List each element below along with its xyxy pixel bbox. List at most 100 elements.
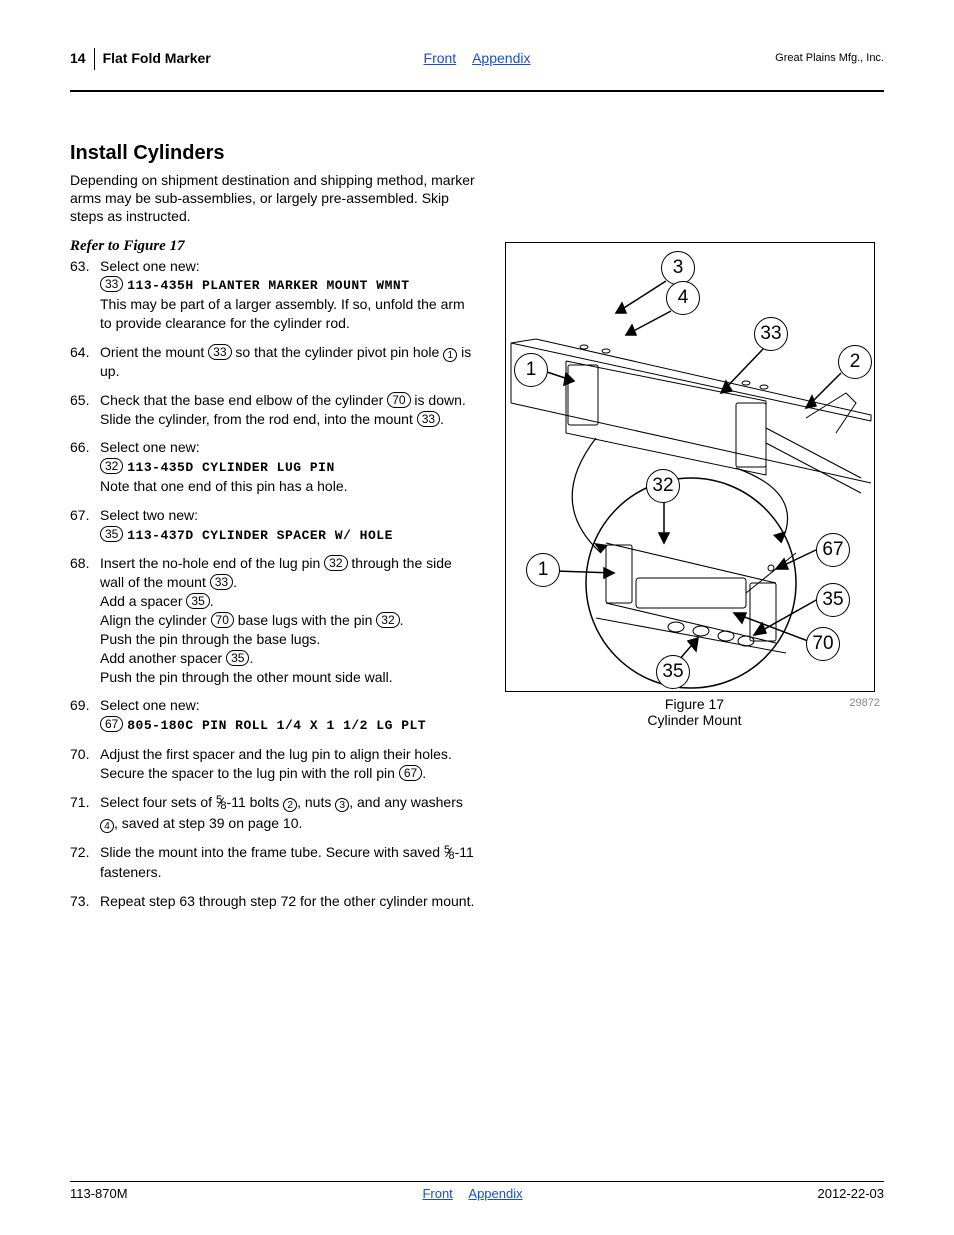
header-divider xyxy=(94,48,95,70)
header-nav: Front Appendix xyxy=(418,50,537,66)
page-footer: 113-870M Front Appendix 2012-22-03 xyxy=(70,1181,884,1201)
step-body: Select four sets of 5⁄8-11 bolts 2, nuts… xyxy=(100,793,475,833)
header-link-appendix[interactable]: Appendix xyxy=(472,50,530,66)
step-item: 70.Adjust the first spacer and the lug p… xyxy=(70,745,475,783)
step-item: 64.Orient the mount 33 so that the cylin… xyxy=(70,343,475,381)
step-number: 66. xyxy=(70,438,100,495)
intro-paragraph: Depending on shipment destination and sh… xyxy=(70,171,475,226)
step-line: Align the cylinder 70 base lugs with the… xyxy=(100,611,475,630)
step-item: 73.Repeat step 63 through step 72 for th… xyxy=(70,892,475,911)
step-body: Adjust the first spacer and the lug pin … xyxy=(100,745,475,783)
part-ref: 67 xyxy=(100,716,123,732)
part-ref: 33 xyxy=(100,276,123,292)
part-ref: 32 xyxy=(100,458,123,474)
steps-list: 63.Select one new:33 113-435H PLANTER MA… xyxy=(70,257,475,912)
footer-rule xyxy=(70,1181,884,1182)
content-columns: Install Cylinders Depending on shipment … xyxy=(70,142,884,921)
header-link-front[interactable]: Front xyxy=(424,50,457,66)
figure-ref: 29872 xyxy=(849,697,880,709)
step-body: Select two new:35 113-437D CYLINDER SPAC… xyxy=(100,506,475,544)
step-item: 71.Select four sets of 5⁄8-11 bolts 2, n… xyxy=(70,793,475,833)
step-line: Push the pin through the other mount sid… xyxy=(100,668,475,687)
figure-callout: 67 xyxy=(816,533,850,567)
step-number: 71. xyxy=(70,793,100,833)
step-number: 70. xyxy=(70,745,100,783)
left-column: Install Cylinders Depending on shipment … xyxy=(70,142,475,921)
figure-callout: 4 xyxy=(666,281,700,315)
figure-callout: 1 xyxy=(514,353,548,387)
figure-caption: Figure 17 29872 Cylinder Mount xyxy=(505,696,884,728)
step-line: Check that the base end elbow of the cyl… xyxy=(100,391,475,429)
part-code: 805-180C PIN ROLL 1/4 X 1 1/2 LG PLT xyxy=(127,718,426,733)
step-number: 68. xyxy=(70,554,100,686)
step-body: Slide the mount into the frame tube. Sec… xyxy=(100,843,475,883)
step-body: Repeat step 63 through step 72 for the o… xyxy=(100,892,475,911)
step-line: Select one new: xyxy=(100,696,475,715)
footer-link-appendix[interactable]: Appendix xyxy=(468,1186,522,1201)
part-code: 113-435D CYLINDER LUG PIN xyxy=(127,460,335,475)
step-body: Check that the base end elbow of the cyl… xyxy=(100,391,475,429)
step-line: Push the pin through the base lugs. xyxy=(100,630,475,649)
step-body: Select one new:67 805-180C PIN ROLL 1/4 … xyxy=(100,696,475,734)
section-title: Install Cylinders xyxy=(70,142,475,165)
step-line: Insert the no-hole end of the lug pin 32… xyxy=(100,554,475,592)
step-line: Note that one end of this pin has a hole… xyxy=(100,477,475,496)
step-body: Orient the mount 33 so that the cylinder… xyxy=(100,343,475,381)
figure-callout: 33 xyxy=(754,317,788,351)
part-ref: 35 xyxy=(100,526,123,542)
footer-docnum: 113-870M xyxy=(70,1186,128,1201)
header-company: Great Plains Mfg., Inc. xyxy=(775,52,884,64)
step-line: 35 113-437D CYLINDER SPACER W/ HOLE xyxy=(100,525,475,545)
step-item: 63.Select one new:33 113-435H PLANTER MA… xyxy=(70,257,475,333)
step-line: Orient the mount 33 so that the cylinder… xyxy=(100,343,475,381)
step-item: 68.Insert the no-hole end of the lug pin… xyxy=(70,554,475,686)
step-line: Add a spacer 35. xyxy=(100,592,475,611)
step-line: Select two new: xyxy=(100,506,475,525)
refer-line: Refer to Figure 17 xyxy=(70,238,475,255)
step-body: Insert the no-hole end of the lug pin 32… xyxy=(100,554,475,686)
step-line: Slide the mount into the frame tube. Sec… xyxy=(100,843,475,883)
step-line: Select one new: xyxy=(100,257,475,276)
figure-callout: 2 xyxy=(838,345,872,379)
step-body: Select one new:32 113-435D CYLINDER LUG … xyxy=(100,438,475,495)
step-number: 67. xyxy=(70,506,100,544)
right-column: 34 33 2 1 32 1 67 35 70 35 Figure 17 29872 Cylind… xyxy=(505,142,884,921)
footer-link-front[interactable]: Front xyxy=(422,1186,452,1201)
part-code: 113-435H PLANTER MARKER MOUNT WMNT xyxy=(127,278,409,293)
step-number: 65. xyxy=(70,391,100,429)
figure-callout: 3 xyxy=(661,251,695,285)
step-item: 65.Check that the base end elbow of the … xyxy=(70,391,475,429)
figure-callout: 70 xyxy=(806,627,840,661)
page-number: 14 xyxy=(70,50,86,66)
step-item: 66.Select one new:32 113-435D CYLINDER L… xyxy=(70,438,475,495)
step-line: Add another spacer 35. xyxy=(100,649,475,668)
step-number: 72. xyxy=(70,843,100,883)
figure-box: 34 33 2 1 32 1 67 35 70 35 xyxy=(505,242,875,692)
step-item: 69.Select one new:67 805-180C PIN ROLL 1… xyxy=(70,696,475,734)
figure-callout: 1 xyxy=(526,553,560,587)
footer-nav: Front Appendix xyxy=(416,1186,528,1201)
step-line: Select one new: xyxy=(100,438,475,457)
figure-callout: 32 xyxy=(646,469,680,503)
step-line: 67 805-180C PIN ROLL 1/4 X 1 1/2 LG PLT xyxy=(100,715,475,735)
step-line: 32 113-435D CYLINDER LUG PIN xyxy=(100,457,475,477)
figure-title: Figure 17 xyxy=(665,696,724,712)
step-number: 73. xyxy=(70,892,100,911)
footer-date: 2012-22-03 xyxy=(817,1186,884,1201)
part-code: 113-437D CYLINDER SPACER W/ HOLE xyxy=(127,528,393,543)
step-body: Select one new:33 113-435H PLANTER MARKE… xyxy=(100,257,475,333)
step-line: Repeat step 63 through step 72 for the o… xyxy=(100,892,475,911)
step-item: 72.Slide the mount into the frame tube. … xyxy=(70,843,475,883)
figure-subtitle: Cylinder Mount xyxy=(647,712,741,728)
figure-callout: 35 xyxy=(816,583,850,617)
header-rule xyxy=(70,90,884,92)
step-line: This may be part of a larger assembly. I… xyxy=(100,295,475,333)
step-number: 69. xyxy=(70,696,100,734)
step-line: 33 113-435H PLANTER MARKER MOUNT WMNT xyxy=(100,275,475,295)
step-line: Select four sets of 5⁄8-11 bolts 2, nuts… xyxy=(100,793,475,833)
step-number: 63. xyxy=(70,257,100,333)
doc-title: Flat Fold Marker xyxy=(103,50,211,66)
figure-callout: 35 xyxy=(656,655,690,689)
step-item: 67.Select two new:35 113-437D CYLINDER S… xyxy=(70,506,475,544)
step-line: Adjust the first spacer and the lug pin … xyxy=(100,745,475,783)
